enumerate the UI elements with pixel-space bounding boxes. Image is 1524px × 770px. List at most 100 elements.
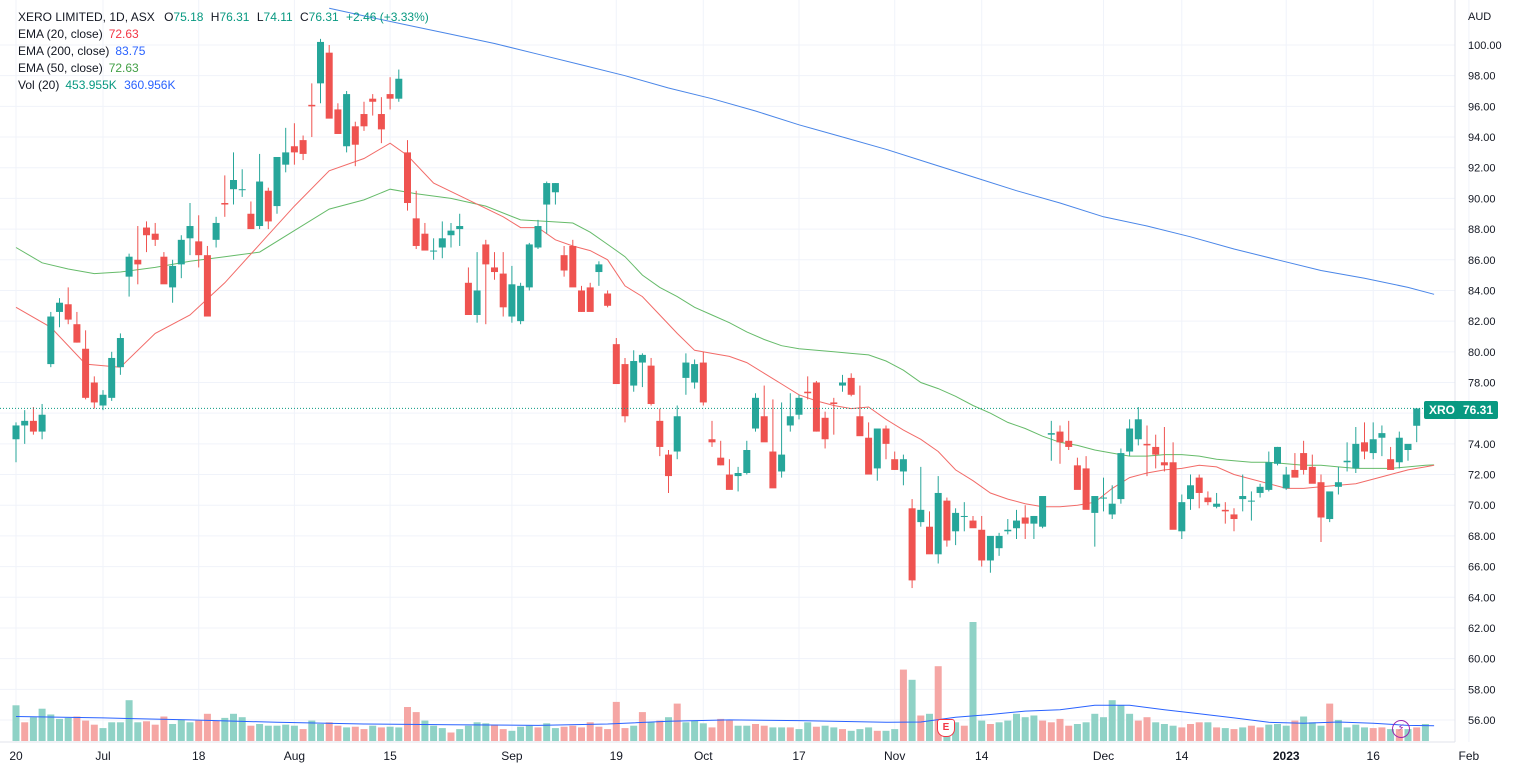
volume-bar bbox=[351, 726, 359, 741]
volume-bar bbox=[1143, 717, 1151, 741]
volume-bar bbox=[430, 725, 438, 741]
candle-body bbox=[238, 189, 246, 191]
candle-body bbox=[1195, 477, 1203, 493]
candle-body bbox=[960, 515, 968, 517]
candle-body bbox=[1308, 466, 1316, 484]
volume-bar bbox=[299, 729, 307, 741]
ema20-value: 72.63 bbox=[108, 27, 139, 41]
ema20-line bbox=[15, 142, 1435, 508]
candle-body bbox=[969, 520, 977, 529]
candle-body bbox=[203, 255, 211, 317]
symbol-label[interactable]: XERO LIMITED, 1D, ASX bbox=[18, 10, 155, 24]
candle-body bbox=[334, 109, 342, 134]
volume-bar bbox=[1256, 727, 1264, 741]
volume-bar bbox=[1021, 717, 1029, 741]
volume-bar bbox=[882, 730, 890, 741]
time-tick-label: Sep bbox=[501, 749, 523, 763]
volume-bar bbox=[343, 727, 351, 741]
candle-body bbox=[795, 397, 803, 415]
candle-body bbox=[1117, 453, 1125, 500]
price-axis[interactable]: 56.00 58.00 60.00 62.00 64.00 66.00 68.00 70.00… bbox=[1468, 40, 1502, 727]
candle-body bbox=[404, 152, 411, 204]
volume-bar bbox=[1065, 725, 1073, 741]
volume-bar bbox=[456, 729, 464, 741]
volume-bar bbox=[1091, 713, 1099, 741]
volume-bar bbox=[386, 726, 394, 741]
price-tick-label: 70.00 bbox=[1468, 500, 1496, 512]
volume-bar bbox=[230, 713, 237, 741]
candle-body bbox=[569, 245, 577, 288]
candle-body bbox=[578, 290, 585, 312]
volume-bar bbox=[282, 724, 290, 741]
legend-ema50-row[interactable]: EMA (50, close) 72.63 bbox=[18, 60, 429, 77]
candle-body bbox=[926, 526, 933, 555]
candle-body bbox=[621, 364, 629, 417]
volume-bar bbox=[1378, 727, 1386, 741]
volume-bar bbox=[108, 722, 116, 741]
ema200-line bbox=[329, 7, 1435, 295]
last-price-badge[interactable]: 76.31 bbox=[1458, 401, 1499, 419]
volume-bar bbox=[238, 717, 246, 741]
volume-bar bbox=[491, 724, 498, 741]
candle-body bbox=[1100, 497, 1107, 499]
volume-bar bbox=[1343, 727, 1351, 741]
volume-bar bbox=[908, 679, 916, 741]
volume-bar bbox=[395, 727, 403, 741]
candle-body bbox=[1134, 419, 1142, 440]
candle-body bbox=[717, 457, 725, 466]
volume-bar bbox=[56, 718, 63, 741]
candle-body bbox=[769, 451, 777, 489]
candle-body bbox=[1187, 485, 1194, 500]
price-tick-label: 78.00 bbox=[1468, 378, 1496, 390]
ema200-value: 83.75 bbox=[115, 44, 146, 58]
volume-bar bbox=[143, 721, 150, 741]
volume-bar bbox=[334, 725, 342, 741]
volume-bar bbox=[1291, 720, 1299, 741]
candle-body bbox=[351, 126, 359, 145]
volume-bar bbox=[464, 725, 472, 741]
price-tick-label: 74.00 bbox=[1468, 439, 1496, 451]
candle-body bbox=[725, 474, 733, 490]
candle-body bbox=[1021, 517, 1029, 524]
volume-bar bbox=[517, 726, 525, 741]
candle-body bbox=[943, 500, 951, 541]
volume-bar bbox=[256, 724, 264, 741]
volume-bar bbox=[638, 712, 646, 741]
price-tick-label: 60.00 bbox=[1468, 654, 1496, 666]
volume-bar bbox=[969, 622, 977, 741]
ema50-value: 72.63 bbox=[108, 61, 139, 75]
time-tick-label: 14 bbox=[1175, 749, 1189, 763]
legend-volume-row[interactable]: Vol (20) 453.955K 360.956K bbox=[18, 77, 429, 94]
lightning-icon[interactable]: ⚡ bbox=[1392, 720, 1410, 738]
candle-body bbox=[708, 439, 716, 443]
currency-label[interactable]: AUD bbox=[1468, 11, 1492, 23]
volume-bar bbox=[873, 730, 881, 741]
earnings-marker[interactable]: E bbox=[937, 719, 955, 737]
volume-bar bbox=[1013, 713, 1020, 741]
price-tick-label: 64.00 bbox=[1468, 592, 1496, 604]
candle-body bbox=[143, 227, 150, 236]
candle-body bbox=[482, 244, 490, 265]
candle-body bbox=[369, 98, 377, 102]
candle-body bbox=[682, 362, 690, 378]
volume-bar bbox=[29, 717, 37, 741]
volume-bar bbox=[699, 723, 707, 741]
volume-bar bbox=[986, 724, 994, 741]
candle-body bbox=[212, 222, 220, 240]
candle-body bbox=[1265, 462, 1273, 490]
candle-body bbox=[856, 416, 864, 437]
legend-ema20-row[interactable]: EMA (20, close) 72.63 bbox=[18, 26, 429, 43]
time-axis[interactable]: 20 Jul 18 Aug 15 Sep 19 Oct 17 Nov 14 Dec 14 2023 16 Fe… bbox=[9, 749, 1479, 763]
candle-body bbox=[343, 94, 351, 147]
candle-body bbox=[99, 394, 107, 406]
volume-bar bbox=[482, 723, 490, 741]
volume-bar bbox=[1282, 725, 1290, 741]
legend-symbol-row[interactable]: XERO LIMITED, 1D, ASX O75.18 H76.31 L74.… bbox=[18, 9, 429, 26]
price-tick-label: 82.00 bbox=[1468, 316, 1496, 328]
volume-bar bbox=[1213, 727, 1221, 741]
legend-ema200-row[interactable]: EMA (200, close) 83.75 bbox=[18, 43, 429, 60]
candle-body bbox=[247, 213, 255, 230]
candle-body bbox=[12, 425, 20, 440]
volume-bar bbox=[203, 713, 211, 741]
